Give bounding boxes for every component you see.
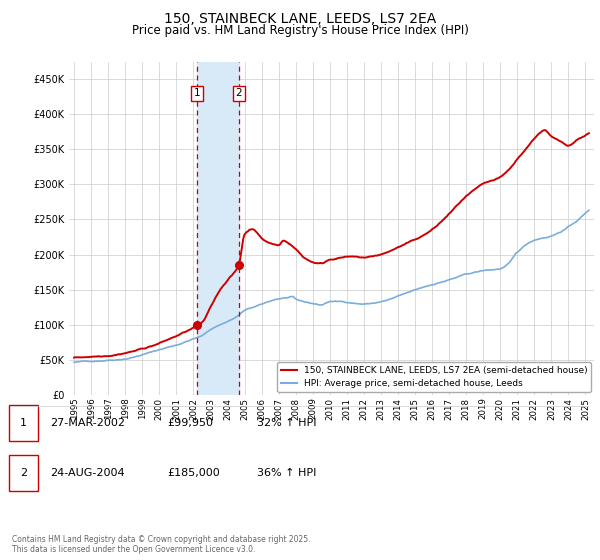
Text: 24-AUG-2004: 24-AUG-2004 [50, 468, 124, 478]
Text: 36% ↑ HPI: 36% ↑ HPI [257, 468, 316, 478]
Text: Contains HM Land Registry data © Crown copyright and database right 2025.
This d: Contains HM Land Registry data © Crown c… [12, 535, 311, 554]
Text: Price paid vs. HM Land Registry's House Price Index (HPI): Price paid vs. HM Land Registry's House … [131, 24, 469, 36]
Text: 1: 1 [194, 88, 200, 98]
Legend: 150, STAINBECK LANE, LEEDS, LS7 2EA (semi-detached house), HPI: Average price, s: 150, STAINBECK LANE, LEEDS, LS7 2EA (sem… [277, 362, 591, 392]
Text: £99,950: £99,950 [167, 418, 213, 428]
Text: 2: 2 [20, 468, 27, 478]
Text: £185,000: £185,000 [167, 468, 220, 478]
Text: 1: 1 [20, 418, 27, 428]
Text: 2: 2 [235, 88, 242, 98]
Text: 150, STAINBECK LANE, LEEDS, LS7 2EA: 150, STAINBECK LANE, LEEDS, LS7 2EA [164, 12, 436, 26]
Text: 27-MAR-2002: 27-MAR-2002 [50, 418, 125, 428]
Bar [197, 62, 239, 395]
Text: 32% ↑ HPI: 32% ↑ HPI [257, 418, 316, 428]
